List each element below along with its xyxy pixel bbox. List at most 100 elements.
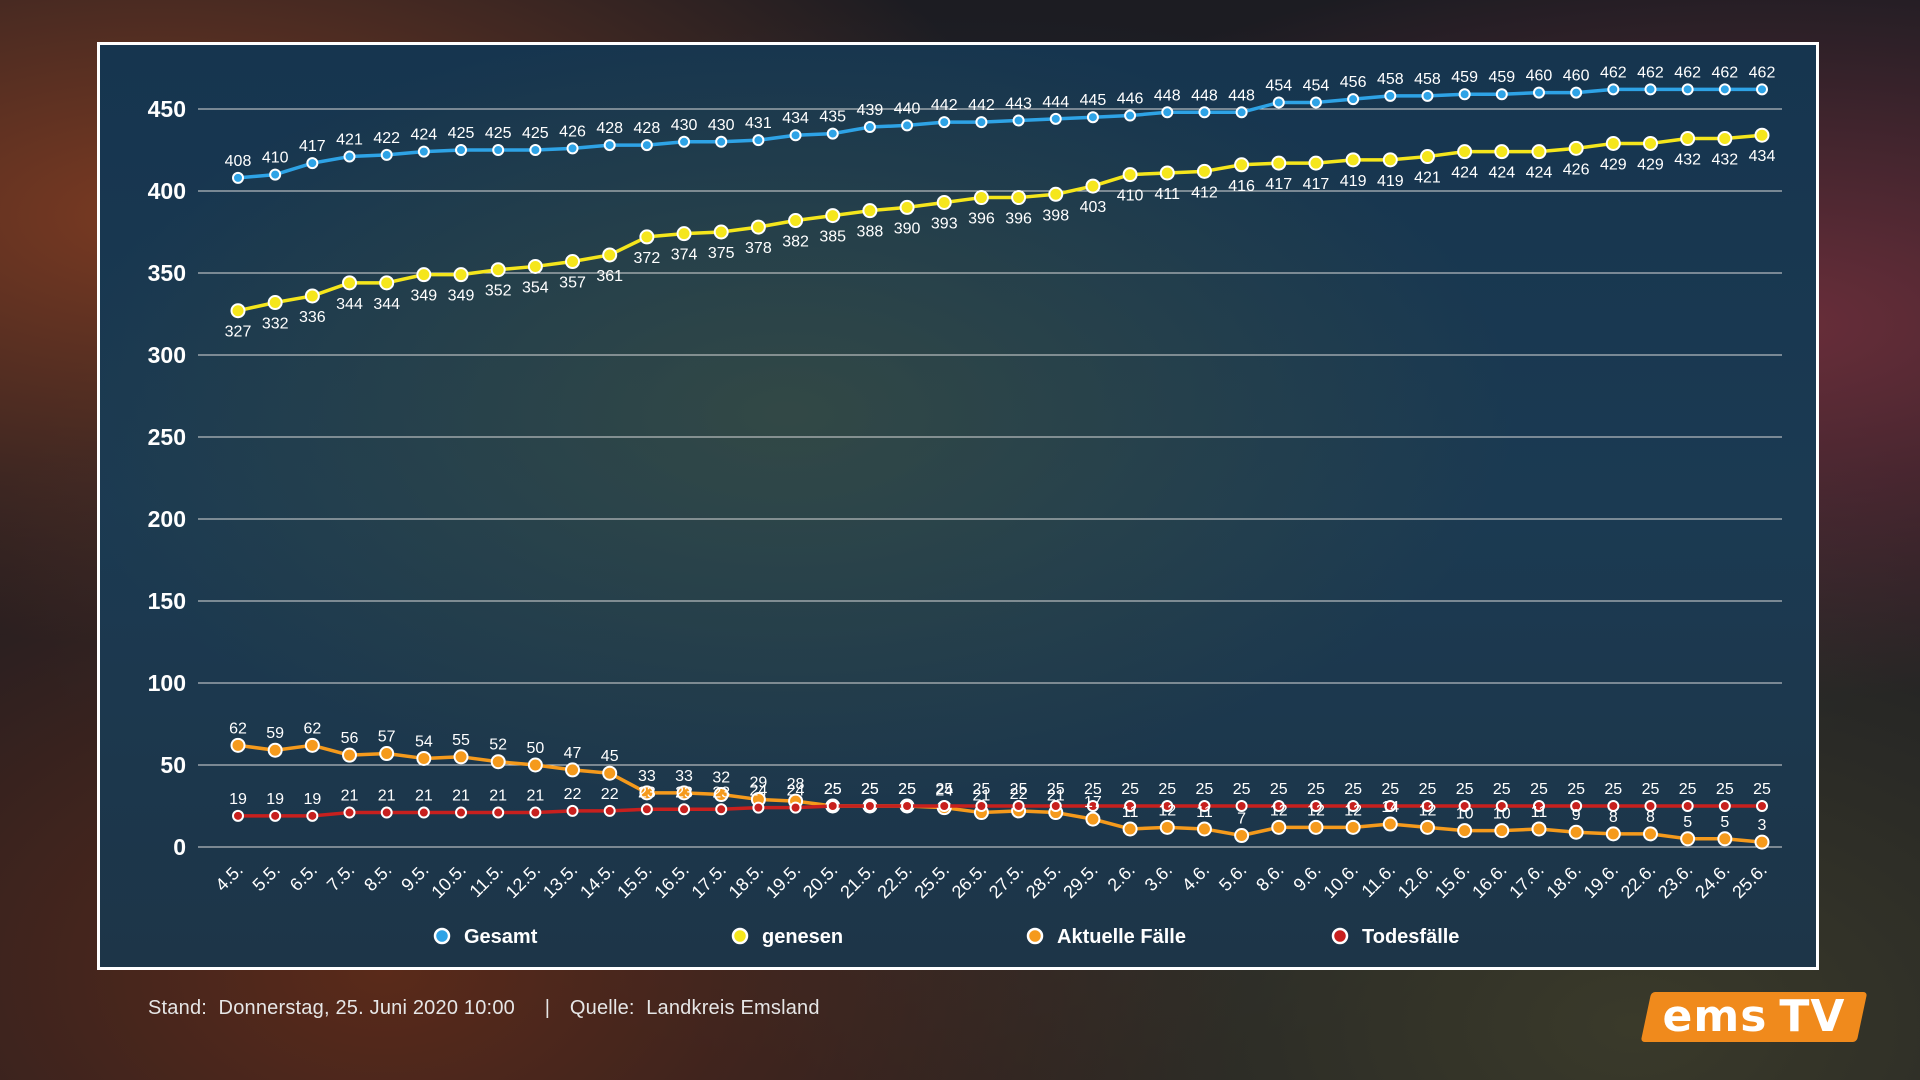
- data-label: 372: [634, 250, 661, 267]
- x-axis-ticks: 4.5. 5.5. 6.5. 7.5. 8.5. 9.5.10.5.11.5.12.5.1…: [211, 860, 1770, 902]
- data-label: 425: [485, 125, 512, 142]
- data-point: [566, 804, 579, 817]
- data-point: [1272, 96, 1285, 109]
- data-point: [490, 754, 506, 770]
- data-label: 25: [1307, 781, 1325, 798]
- data-point: [1161, 800, 1174, 812]
- data-label: 25: [824, 781, 842, 798]
- data-point: [1347, 93, 1360, 106]
- data-label: 10: [1493, 806, 1511, 823]
- y-axis-ticks: 0 50 100 150 200 250 300 350 400 450: [148, 96, 186, 860]
- data-label: 8: [1609, 809, 1618, 826]
- data-label: 429: [1600, 156, 1627, 173]
- data-point: [1122, 821, 1138, 837]
- data-point: [938, 116, 951, 129]
- data-point: [1494, 144, 1510, 160]
- data-point: [1532, 86, 1545, 99]
- data-label: 336: [299, 309, 326, 326]
- data-point: [1421, 89, 1434, 102]
- data-point: [715, 135, 728, 148]
- data-point: [715, 803, 728, 816]
- data-label: 24: [935, 783, 953, 800]
- x-tick-label: 25.6.: [1728, 860, 1770, 902]
- data-label: 440: [894, 100, 921, 117]
- data-point: [455, 144, 468, 156]
- x-tick-label: 17.5.: [688, 860, 730, 902]
- data-label: 426: [559, 123, 586, 140]
- data-point: [1347, 800, 1360, 812]
- quelle-label: Quelle:: [569, 997, 635, 1019]
- legend-marker: [1026, 927, 1044, 945]
- data-label: 28: [787, 776, 805, 793]
- data-label: 33: [638, 768, 656, 785]
- data-label: 417: [299, 138, 326, 155]
- data-point: [789, 129, 802, 142]
- legend-marker: [433, 927, 451, 945]
- data-point: [1531, 821, 1547, 837]
- data-point: [232, 809, 244, 822]
- x-tick-label: 17.6.: [1505, 860, 1547, 902]
- data-label: 25: [935, 781, 953, 798]
- data-point: [639, 229, 655, 245]
- data-point: [1272, 800, 1285, 812]
- data-point: [676, 785, 692, 801]
- data-label: 12: [1307, 802, 1325, 819]
- data-label: 17: [1084, 794, 1102, 811]
- data-point: [492, 806, 505, 819]
- data-point: [789, 801, 802, 814]
- x-tick-label: 26.5.: [948, 860, 990, 902]
- data-point: [416, 750, 432, 766]
- data-point: [380, 148, 393, 161]
- data-label: 10: [1456, 806, 1474, 823]
- y-tick-label: 250: [148, 424, 186, 450]
- data-label: 390: [894, 220, 921, 237]
- footer-separator: |: [544, 997, 551, 1019]
- data-label: 327: [225, 324, 252, 341]
- data-label: 349: [448, 288, 475, 305]
- data-label: 408: [225, 153, 252, 170]
- data-labels-layer: 408 410 417 421 422 424 425 425 425 426 428 428 430 4…: [225, 64, 1776, 834]
- data-label: 396: [968, 211, 995, 228]
- y-tick-label: 50: [160, 752, 186, 778]
- x-tick-label: 5.6.: [1215, 860, 1250, 895]
- data-label: 25: [861, 781, 879, 798]
- data-point: [1234, 828, 1250, 844]
- x-tick-label: 22.5.: [873, 860, 915, 902]
- data-point: [752, 134, 765, 147]
- x-tick-label: 8.5.: [360, 860, 395, 895]
- data-point: [269, 809, 282, 822]
- data-point: [750, 219, 766, 235]
- data-label: 25: [1753, 781, 1771, 798]
- series-line-3: [238, 804, 1762, 818]
- x-tick-label: 14.5.: [576, 860, 618, 902]
- data-label: 344: [373, 296, 400, 313]
- data-point: [1124, 800, 1137, 812]
- data-label: 25: [1456, 781, 1474, 798]
- data-point: [1159, 819, 1175, 835]
- x-tick-label: 18.5.: [725, 860, 767, 902]
- series-line-1: [237, 133, 1763, 313]
- data-label: 24: [749, 783, 767, 800]
- data-label: 11: [1531, 804, 1548, 821]
- legend-label: genesen: [762, 926, 843, 948]
- data-point: [1345, 152, 1361, 168]
- data-point: [901, 119, 914, 132]
- data-point: [1161, 106, 1174, 119]
- data-label: 444: [1042, 94, 1069, 111]
- data-point: [1086, 111, 1099, 124]
- data-label: 424: [1526, 165, 1553, 182]
- data-label: 21: [452, 788, 470, 805]
- data-point: [343, 806, 356, 819]
- data-label: 352: [485, 283, 512, 300]
- data-point: [603, 139, 616, 152]
- data-label: 25: [1604, 781, 1622, 798]
- data-label: 33: [675, 768, 693, 785]
- x-tick-label: 9.6.: [1289, 860, 1324, 895]
- data-point: [490, 262, 506, 278]
- data-label: 442: [931, 97, 958, 114]
- data-label: 419: [1340, 173, 1367, 190]
- data-point: [1754, 127, 1770, 143]
- data-label: 434: [1749, 148, 1776, 165]
- x-tick-label: 24.6.: [1691, 860, 1733, 902]
- data-point: [826, 800, 839, 812]
